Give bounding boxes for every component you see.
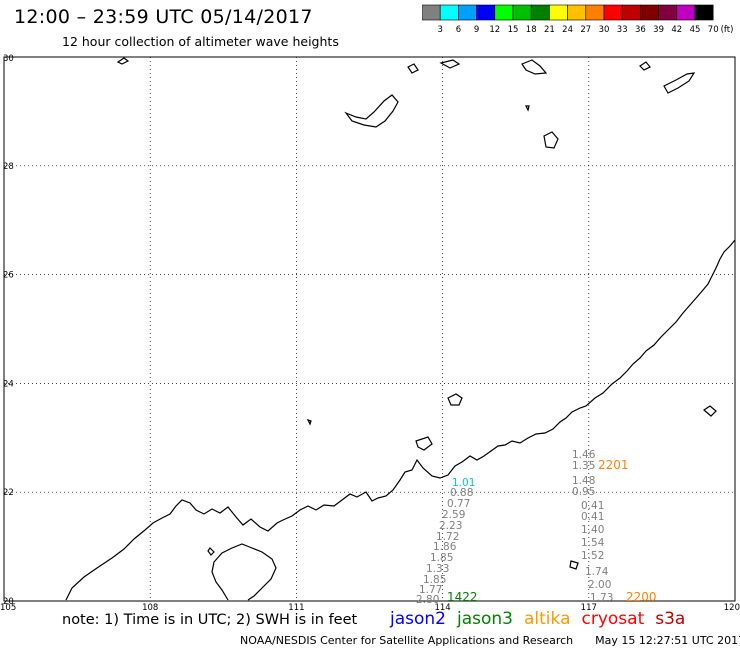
pass-time-label: 2200 [626, 590, 657, 604]
altimeter-pass: 1.461.35 1.480.95 2201 [572, 449, 629, 498]
scale-label: 27 [580, 25, 591, 34]
wave-height-value: 1.86 [433, 541, 457, 553]
wave-height-value: 1.54 [581, 537, 605, 549]
wave-height-value: 0.41 [581, 511, 604, 523]
wave-height-value: 2.80 [416, 594, 439, 606]
scale-label: 21 [544, 25, 555, 34]
credit-text: NOAA/NESDIS Center for Satellite Applica… [240, 634, 574, 647]
hainan-island-coastline [211, 543, 277, 601]
island-coastline [439, 59, 461, 69]
lat-tick-label: 20 [3, 597, 14, 607]
wave-height-value: 1.33 [426, 563, 449, 575]
lat-lon-grid [4, 57, 735, 601]
wave-height-value: 0.88 [450, 487, 473, 499]
island-coastline [415, 436, 433, 451]
island-coastline [525, 105, 530, 112]
scale-label: 15 [508, 25, 519, 34]
wave-height-value: 1.48 [572, 475, 595, 487]
generated-timestamp: May 15 12:27:51 UTC 2017 [595, 634, 740, 647]
pass-time-label: 2201 [598, 458, 629, 472]
satellite-jason2: jason2 [390, 609, 446, 629]
wave-height-value: 1.40 [581, 524, 604, 536]
wave-height-value: 1.72 [436, 531, 459, 543]
satellite-jason3: jason3 [457, 609, 513, 629]
scale-label: 3 [437, 25, 442, 34]
island-coastline [447, 393, 463, 406]
page-subtitle: 12 hour collection of altimeter wave hei… [62, 34, 339, 49]
lon-tick-label: 111 [288, 603, 304, 613]
lon-tick-label: 105 [0, 603, 16, 613]
island-coastline [207, 547, 215, 556]
scale-label: 33 [617, 25, 628, 34]
scale-label: 12 [489, 25, 500, 34]
lon-tick-label: 108 [142, 603, 158, 613]
scale-swatch-70 [694, 4, 714, 21]
island-coastline [344, 94, 399, 128]
altimeter-pass: 0.410.411.401.541.521.742.001.73 2200 [581, 500, 657, 604]
wave-height-value: 1.46 [572, 449, 596, 461]
credit-line: NOAA/NESDIS Center for Satellite Applica… [240, 634, 740, 647]
island-coastline [543, 131, 559, 149]
page-title: 12:00 – 23:59 UTC 05/14/2017 [14, 6, 313, 28]
wave-height-value: 1.85 [423, 574, 446, 586]
lat-tick-label: 22 [3, 488, 14, 498]
wave-height-value: 0.77 [447, 498, 470, 510]
scale-label: 9 [474, 25, 479, 34]
island-coastline [521, 59, 548, 75]
pass-time-label: 1422 [447, 590, 478, 604]
scale-label: 36 [635, 25, 646, 34]
wave-height-value: 1.74 [585, 566, 609, 578]
units-note: note: 1) Time is in UTC; 2) SWH is in fe… [62, 612, 358, 628]
wave-height-value: 1.73 [590, 592, 613, 604]
satellite-legend: jason2 jason3 altika cryosat s3a [390, 609, 696, 629]
mainland-coastline [65, 239, 736, 601]
scale-label: 24 [562, 25, 573, 34]
wave-height-value: 1.35 [572, 460, 595, 472]
wave-height-value: 1.52 [581, 550, 604, 562]
scale-unit: (ft) [721, 25, 734, 34]
satellite-cryosat: cryosat [581, 609, 645, 629]
satellite-altika: altika [524, 609, 571, 629]
island-coastline [639, 61, 651, 71]
lat-tick-label: 26 [3, 271, 14, 281]
scale-label: 18 [526, 25, 537, 34]
wave-height-value: 1.01 [452, 477, 475, 489]
wave-height-value: 0.95 [572, 486, 595, 498]
scale-label: 39 [653, 25, 664, 34]
longitude-labels: 105 108 111 114 117 120 [0, 603, 740, 613]
altimeter-pass: 1.010.880.772.592.231.721.861.851.331.85… [416, 477, 478, 606]
lat-tick-label: 24 [3, 379, 14, 389]
scale-label: 70 [708, 25, 719, 34]
island-coastline [703, 405, 717, 417]
scale-label: 30 [599, 25, 610, 34]
scale-label: 6 [456, 25, 461, 34]
island-coastline [116, 57, 130, 65]
altimeter-tracks: 1.010.880.772.592.231.721.861.851.331.85… [416, 449, 657, 606]
wave-height-value: 1.85 [430, 552, 453, 564]
lat-tick-label: 28 [3, 162, 14, 172]
scale-label: 42 [671, 25, 682, 34]
scale-label: 45 [690, 25, 701, 34]
map-frame [3, 56, 736, 602]
lat-tick-label: 30 [3, 54, 14, 64]
wave-height-value: 1.77 [419, 584, 442, 596]
island-coastline [306, 418, 312, 426]
lon-tick-label: 117 [581, 603, 597, 613]
coastline [65, 57, 736, 601]
latitude-labels: 20 22 24 26 28 30 [3, 54, 14, 607]
wave-height-value: 2.59 [442, 509, 465, 521]
lon-tick-label: 114 [434, 603, 450, 613]
wave-height-value: 2.23 [439, 520, 462, 532]
lon-tick-label: 120 [724, 603, 740, 613]
wave-height-value: 0.41 [581, 500, 604, 512]
wave-height-value: 2.00 [588, 579, 611, 591]
island-coastline [663, 72, 696, 94]
wave-height-color-scale: 3 6 9 12 15 18 21 24 27 30 33 36 39 42 45 70 (ft) [422, 4, 734, 34]
island-coastline [407, 63, 419, 74]
island-coastline [569, 560, 579, 570]
satellite-s3a: s3a [655, 609, 686, 629]
